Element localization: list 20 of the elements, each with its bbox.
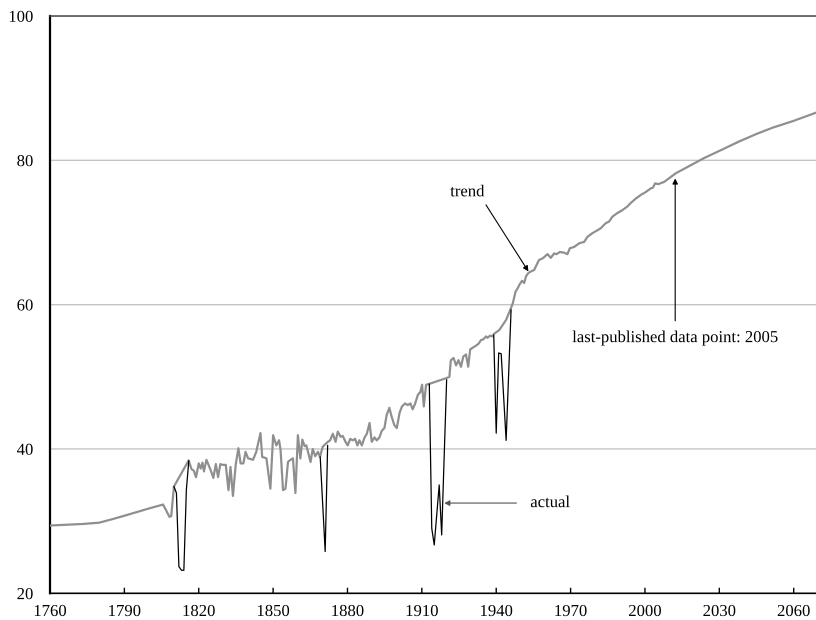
y-tick-label: 60 <box>17 299 33 311</box>
x-tick-label: 1910 <box>406 604 438 616</box>
annotation: trend <box>450 184 484 196</box>
x-tick-label: 1760 <box>34 604 66 616</box>
y-tick-label: 40 <box>16 444 33 455</box>
line-series <box>50 112 816 527</box>
x-tick-label: 1940 <box>481 604 512 616</box>
y-tick-label: 100 <box>10 10 33 22</box>
x-tick-label: 2030 <box>703 604 736 616</box>
annotation: last-published data point: 2005 <box>572 330 778 346</box>
annotation: actual <box>530 496 570 508</box>
x-tick-label: 2000 <box>629 604 661 616</box>
x-tick-label: 1880 <box>332 604 364 616</box>
y-tick-label: 80 <box>17 155 33 166</box>
x-tick-label: 1790 <box>109 604 140 616</box>
y-tick-label: 20 <box>17 588 33 600</box>
x-tick-label: 1850 <box>258 604 290 616</box>
x-tick-label: 1820 <box>184 604 215 616</box>
x-tick-label: 2060 <box>778 604 810 616</box>
x-tick-label: 1970 <box>555 604 587 616</box>
